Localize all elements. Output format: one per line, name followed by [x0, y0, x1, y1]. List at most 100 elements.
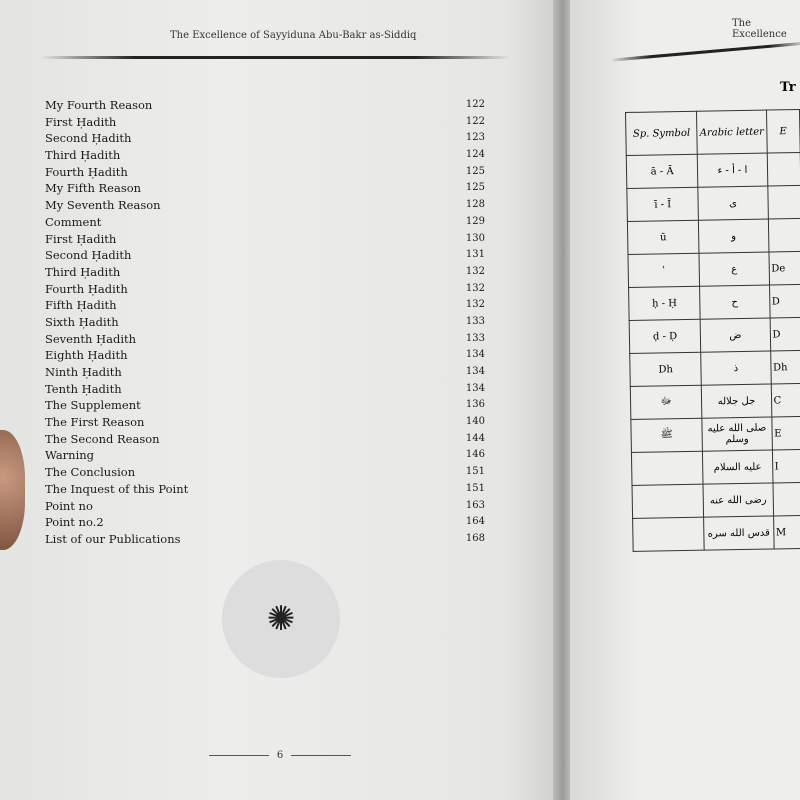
toc-title: Third Ḥadith [45, 264, 121, 279]
toc-title: Ninth Ḥadith [45, 365, 122, 379]
table-cell [767, 185, 800, 220]
toc-page: 164 [465, 516, 485, 528]
toc-page: 134 [465, 366, 485, 377]
toc-page: 136 [465, 399, 485, 411]
table-cell [632, 484, 704, 519]
table-cell: ا - أ - ء [697, 153, 768, 188]
table-row: قدس الله سره M [632, 515, 800, 552]
table-cell [767, 218, 800, 253]
toc-title: Fourth Ḥadith [45, 281, 128, 296]
toc-entry: Second Ḥadith 131 [45, 247, 485, 264]
table-cell: صلى الله عليه وسلم [702, 416, 772, 452]
table-cell: Dh [770, 350, 800, 384]
table-cell: عليه السلام [702, 449, 773, 485]
toc-page: 134 [465, 349, 485, 361]
toc-page: 122 [465, 99, 485, 110]
toc-page: 151 [465, 466, 485, 478]
thumb [0, 430, 25, 550]
toc-entry: My Fifth Reason 125 [45, 180, 485, 197]
left-page: The Excellence of Sayyiduna Abu-Bakr as-… [0, 0, 560, 800]
toc-page: 125 [465, 182, 485, 194]
toc-entry: Sixth Ḥadith 133 [45, 314, 485, 331]
toc-entry: The Inquest of this Point 151 [45, 481, 485, 498]
toc-entry: Point no.2 164 [45, 514, 485, 531]
toc-title: Warning [45, 448, 95, 463]
table-cell: Dh [629, 352, 702, 387]
toc-title: Tenth Ḥadith [45, 381, 122, 396]
toc-entry: First Ḥadith 130 [45, 231, 485, 248]
toc-entry: Eighth Ḥadith 134 [45, 347, 485, 364]
toc-entry: The First Reason 140 [45, 414, 485, 431]
toc-page: 163 [465, 499, 485, 511]
toc-page: 131 [465, 249, 485, 261]
table-cell: ḍ - Ḍ [629, 319, 701, 354]
toc-title: Second Ḥadith [45, 248, 132, 263]
table-cell: ى [698, 186, 768, 221]
right-page: The Excellence [570, 0, 800, 800]
toc-page: 124 [465, 149, 485, 161]
toc-entry: Warning 146 [45, 447, 485, 464]
table-row: عليه السلام I [631, 449, 800, 486]
toc-title: My Fifth Reason [45, 181, 142, 196]
toc-page: 151 [465, 482, 485, 494]
toc-title: Eighth Ḥadith [45, 348, 128, 363]
toc-title: First Ḥadith [45, 114, 117, 129]
table-header: Arabic letter [696, 110, 767, 155]
table-cell [772, 482, 800, 516]
table-row: ﷺ صلى الله عليه وسلم E [630, 416, 800, 453]
toc-page: 133 [465, 332, 485, 344]
table-of-contents: My Fourth Reason 122 First Ḥadith 122 Second… [45, 97, 485, 548]
table-cell: و [698, 219, 769, 254]
toc-title: Fourth Ḥadith [45, 164, 128, 179]
table-cell: I [771, 449, 800, 483]
toc-title: Seventh Ḥadith [45, 331, 137, 346]
table-cell: ض [700, 318, 771, 353]
table-cell [631, 451, 704, 486]
toc-title: Fifth Ḥadith [45, 298, 117, 313]
toc-title: The Supplement [45, 398, 141, 413]
table-title: Tr [780, 80, 796, 95]
toc-title: My Fourth Reason [45, 98, 153, 112]
toc-title: First Ḥadith [45, 231, 117, 246]
toc-title: Point no [45, 498, 93, 513]
table-cell: قدس الله سره [703, 515, 774, 551]
table-cell: ā - Ā [626, 154, 699, 189]
toc-entry: Third Ḥadith 132 [45, 264, 485, 281]
toc-entry: Fourth Ḥadith 125 [45, 164, 485, 181]
toc-entry: My Seventh Reason 128 [45, 197, 485, 214]
toc-entry: Third Ḥadith 124 [45, 147, 485, 164]
table-cell: ﷺ [630, 418, 703, 453]
header-rule-right [610, 41, 800, 62]
table-cell: D [769, 284, 800, 319]
running-head: The Excellence of Sayyiduna Abu-Bakr as-… [170, 30, 417, 41]
toc-page: 129 [465, 215, 485, 227]
running-head-right: The Excellence [732, 18, 787, 40]
table-header: E [766, 109, 800, 154]
toc-page: 128 [465, 199, 485, 211]
toc-title: Point no.2 [45, 515, 104, 530]
toc-page: 122 [465, 115, 485, 127]
table-cell: ذ [700, 351, 771, 386]
table-cell: رضی الله عنه [703, 482, 774, 518]
toc-entry: Tenth Ḥadith 134 [45, 381, 485, 398]
table-header: Sp. Symbol [625, 111, 698, 156]
toc-title: List of our Publications [45, 531, 181, 546]
toc-entry: The Supplement 136 [45, 397, 485, 414]
toc-entry: Fifth Ḥadith 132 [45, 297, 485, 314]
table-cell: M [773, 515, 800, 549]
toc-title: Comment [45, 214, 102, 229]
toc-title: Third Ḥadith [45, 148, 121, 163]
toc-page: 144 [465, 432, 485, 444]
table-cell: De [768, 251, 800, 286]
toc-entry: Seventh Ḥadith 133 [45, 331, 485, 348]
toc-title: The Inquest of this Point [45, 481, 189, 496]
toc-entry: Second Ḥadith 123 [45, 130, 485, 147]
toc-title: The Second Reason [45, 431, 160, 446]
toc-page: 133 [465, 315, 485, 327]
toc-page: 146 [465, 449, 485, 461]
